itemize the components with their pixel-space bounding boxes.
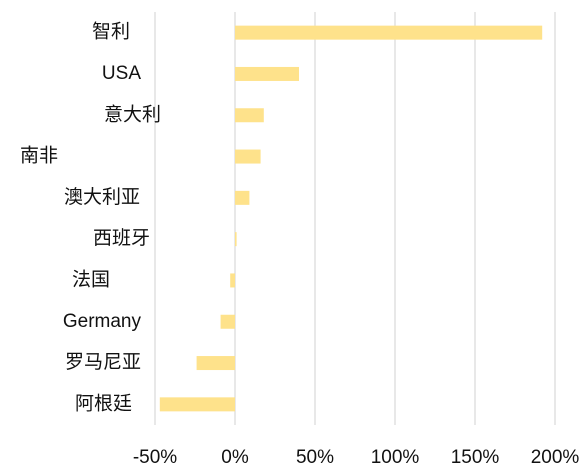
bar	[220, 314, 235, 329]
x-tick-label: 200%	[531, 447, 580, 466]
y-tick-label: 南非	[20, 145, 58, 167]
bar	[235, 66, 299, 81]
y-tick-label: 罗马尼亚	[65, 352, 141, 373]
y-tick-label: 澳大利亚	[64, 186, 140, 208]
bar	[235, 25, 543, 40]
bar	[235, 232, 237, 247]
bar	[235, 108, 264, 123]
y-tick-label: 智利	[92, 21, 130, 43]
bar	[235, 149, 261, 164]
x-tick-label: 0%	[221, 447, 249, 466]
bar	[235, 190, 250, 205]
x-tick-label: 50%	[296, 447, 334, 466]
x-tick-label: -50%	[133, 447, 177, 466]
y-tick-label: Germany	[63, 311, 142, 332]
y-tick-label: USA	[102, 63, 141, 84]
y-tick-label: 西班牙	[93, 227, 150, 249]
x-tick-label: 100%	[371, 447, 420, 466]
y-tick-label: 阿根廷	[75, 392, 132, 414]
bar	[159, 397, 235, 412]
bar	[230, 273, 235, 288]
y-tick-label: 意大利	[104, 103, 161, 125]
bar	[196, 356, 235, 371]
x-tick-label: 150%	[451, 447, 500, 466]
y-tick-label: 法国	[72, 268, 110, 290]
